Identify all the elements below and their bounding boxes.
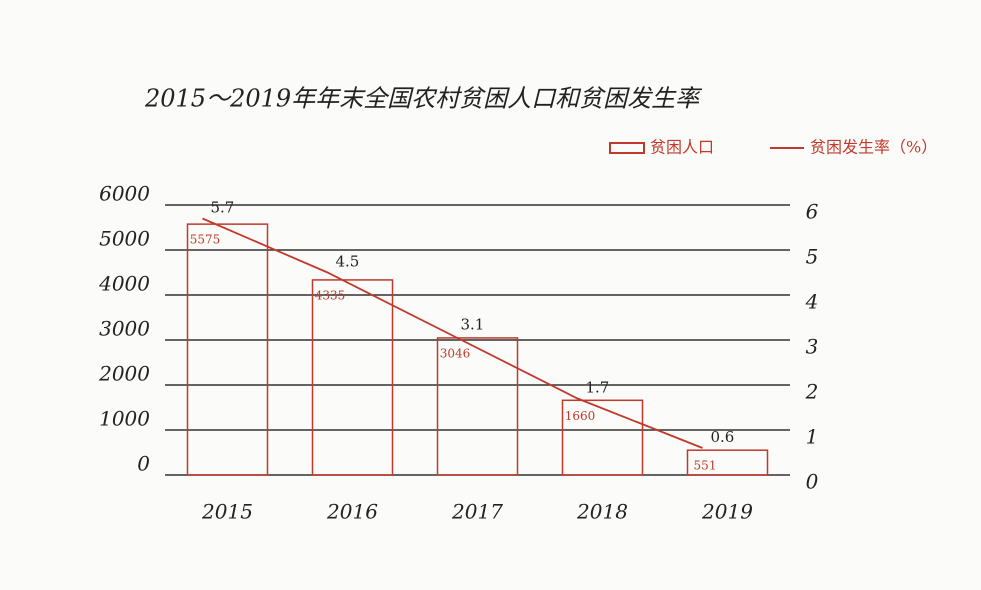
bar <box>311 279 394 476</box>
line-value-label: 3.1 <box>461 316 485 334</box>
line-value-label: 4.5 <box>336 253 360 271</box>
y-tick-label: 6000 <box>99 182 150 206</box>
legend-label: 贫困发生率（%） <box>810 138 937 157</box>
bar <box>436 337 519 476</box>
y2-tick-label: 1 <box>806 425 819 449</box>
bar <box>561 399 644 476</box>
bar-value-label: 3046 <box>440 346 471 360</box>
y-tick-label: 3000 <box>99 317 150 341</box>
bar-value-label: 5575 <box>190 233 221 247</box>
line-value-label: 0.6 <box>711 428 735 446</box>
y-tick-label: 0 <box>137 452 150 476</box>
x-tick-label: 2015 <box>201 500 253 524</box>
y-tick-label: 4000 <box>98 272 150 296</box>
y-tick-label: 1000 <box>99 407 150 431</box>
y-tick-label: 2000 <box>98 362 150 386</box>
x-tick-label: 2019 <box>701 500 753 524</box>
legend-swatch <box>609 142 645 154</box>
line-value-label: 1.7 <box>586 379 610 397</box>
line <box>202 217 703 449</box>
bar-value-label: 551 <box>694 459 717 473</box>
x-tick-label: 2017 <box>451 500 503 524</box>
y2-tick-label: 4 <box>805 290 819 314</box>
y2-tick-label: 5 <box>806 245 819 269</box>
x-tick-label: 2016 <box>326 500 378 524</box>
legend-label: 贫困人口 <box>650 138 714 157</box>
y2-tick-label: 2 <box>805 380 819 404</box>
bar-value-label: 4335 <box>315 288 346 302</box>
chart-title: 2015～2019年年末全国农村贫困人口和贫困发生率 <box>144 85 703 113</box>
y2-tick-label: 6 <box>806 200 819 224</box>
line-value-label: 5.7 <box>211 199 235 217</box>
y2-tick-label: 0 <box>806 470 819 494</box>
bar <box>686 449 769 476</box>
bar <box>186 223 269 476</box>
bar-value-label: 1660 <box>565 409 596 423</box>
x-tick-label: 2018 <box>576 500 628 524</box>
y-tick-label: 5000 <box>99 227 150 251</box>
y2-tick-label: 3 <box>806 335 819 359</box>
